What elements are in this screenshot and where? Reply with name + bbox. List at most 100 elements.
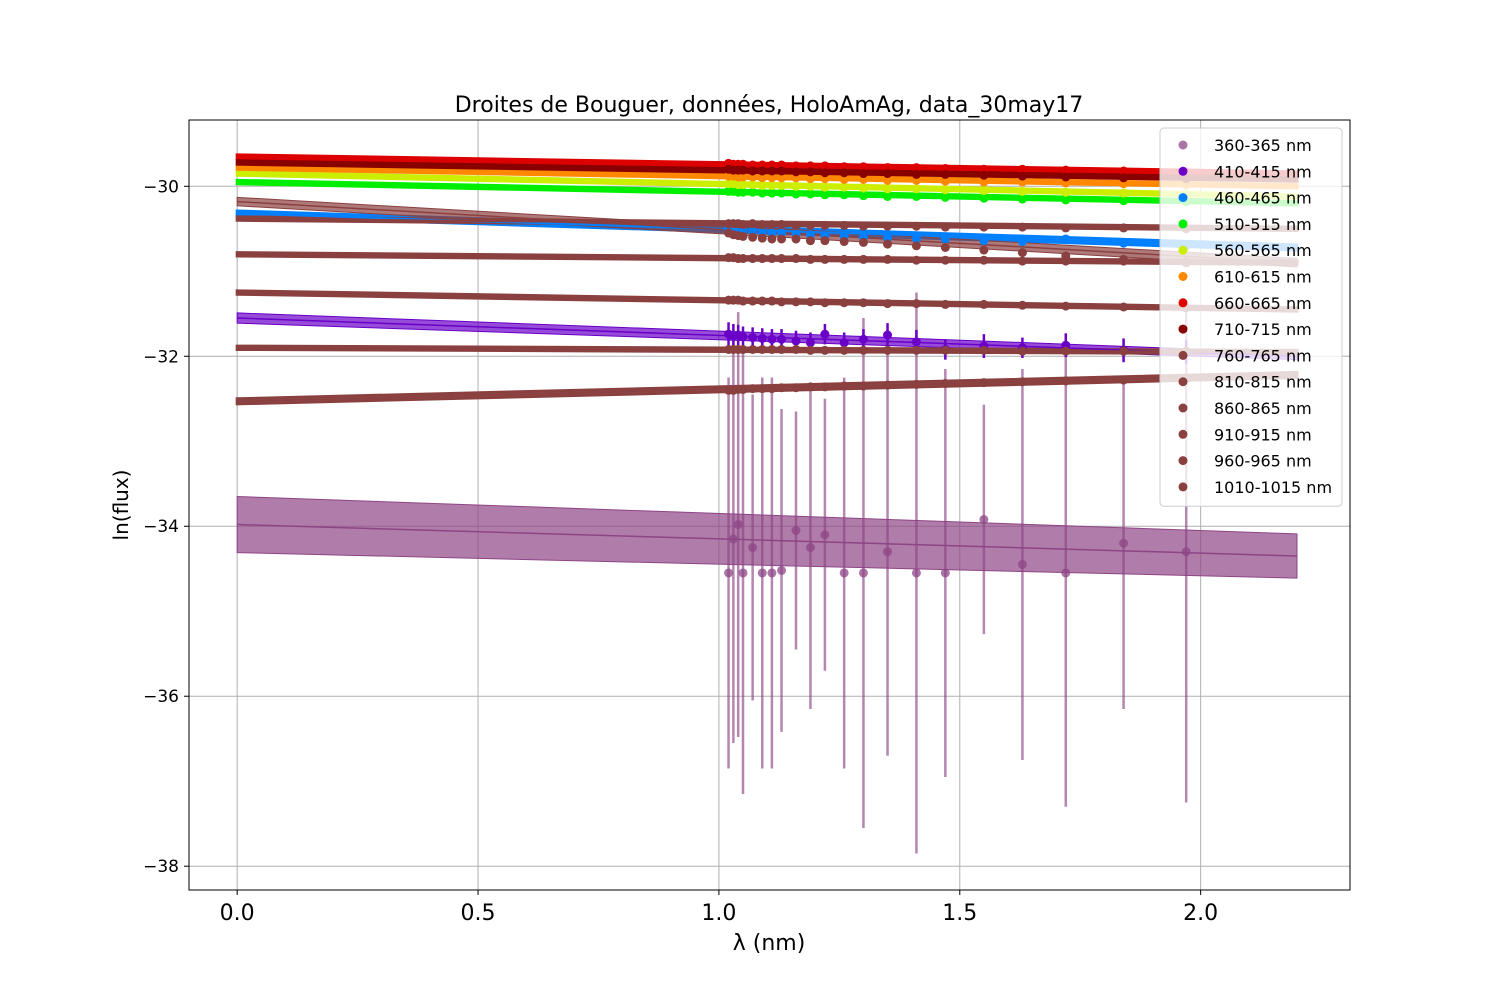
data-point xyxy=(1119,188,1129,198)
data-point xyxy=(738,344,748,354)
legend-label: 810-815 nm xyxy=(1214,373,1312,392)
data-point xyxy=(839,168,849,178)
legend-label: 410-415 nm xyxy=(1214,162,1312,181)
y-tick-label: −30 xyxy=(143,177,179,197)
data-point xyxy=(724,568,734,578)
data-point xyxy=(791,383,801,393)
data-point xyxy=(777,234,787,244)
data-point xyxy=(791,220,801,230)
y-axis-label: ln(flux) xyxy=(109,470,133,541)
data-point xyxy=(777,383,787,393)
data-point xyxy=(748,187,758,197)
data-point xyxy=(839,220,849,230)
data-point xyxy=(979,177,989,187)
data-point xyxy=(767,334,777,344)
data-point xyxy=(858,568,868,578)
y-tick-label: −34 xyxy=(143,517,179,537)
data-point xyxy=(738,231,748,241)
data-point xyxy=(805,236,815,246)
data-point xyxy=(940,242,950,252)
data-point xyxy=(767,254,777,264)
data-point xyxy=(839,568,849,578)
data-point xyxy=(791,297,801,307)
data-point xyxy=(805,167,815,177)
plot-area-frame xyxy=(188,119,1351,891)
data-point xyxy=(858,183,868,193)
data-point xyxy=(820,530,830,540)
fit-line xyxy=(237,291,1298,311)
data-point xyxy=(1017,248,1027,258)
data-point xyxy=(791,181,801,191)
data-point xyxy=(1017,237,1027,247)
legend-label: 560-565 nm xyxy=(1214,241,1312,260)
data-point xyxy=(767,568,777,578)
data-point xyxy=(791,525,801,535)
fit-band xyxy=(236,495,1298,579)
legend-marker xyxy=(1178,324,1188,334)
data-point xyxy=(883,239,893,249)
data-point xyxy=(940,234,950,244)
data-point xyxy=(979,222,989,232)
data-point xyxy=(757,188,767,198)
data-point xyxy=(820,254,830,264)
legend-marker xyxy=(1178,456,1188,466)
data-point xyxy=(748,180,758,190)
legend-marker xyxy=(1178,140,1188,150)
y-tick-label: −32 xyxy=(143,347,179,367)
legend: 360-365 nm 410-415 nm 460-465 nm 510-515 nm… xyxy=(1159,127,1343,507)
data-point xyxy=(940,169,950,179)
data-point xyxy=(979,170,989,180)
data-point xyxy=(883,330,893,340)
data-point xyxy=(883,299,893,309)
data-point xyxy=(777,220,787,230)
data-point xyxy=(883,184,893,194)
data-point xyxy=(738,332,748,342)
data-point xyxy=(791,336,801,346)
legend-label: 660-665 nm xyxy=(1214,294,1312,313)
data-point xyxy=(883,254,893,264)
legend-label: 760-765 nm xyxy=(1214,346,1312,365)
data-point xyxy=(791,189,801,199)
data-point xyxy=(883,169,893,179)
data-point xyxy=(757,344,767,354)
data-point xyxy=(757,166,767,176)
data-point xyxy=(791,167,801,177)
data-point xyxy=(757,254,767,264)
data-point xyxy=(748,296,758,306)
data-point xyxy=(839,254,849,264)
data-point xyxy=(820,345,830,355)
data-point xyxy=(911,379,921,389)
y-tick-label: −38 xyxy=(143,857,179,877)
data-point xyxy=(748,254,758,264)
data-point xyxy=(767,180,777,190)
data-point xyxy=(858,254,868,264)
data-point xyxy=(757,333,767,343)
data-point xyxy=(883,345,893,355)
data-point xyxy=(1119,223,1129,233)
legend-label: 360-365 nm xyxy=(1214,136,1312,155)
data-point xyxy=(820,236,830,246)
data-point xyxy=(858,221,868,231)
data-point xyxy=(748,542,758,552)
data-point xyxy=(820,298,830,308)
data-point xyxy=(805,338,815,348)
data-point xyxy=(820,382,830,392)
data-point xyxy=(911,337,921,347)
data-point xyxy=(883,175,893,185)
data-point xyxy=(1017,222,1027,232)
data-point xyxy=(757,173,767,183)
data-point xyxy=(777,297,787,307)
data-point xyxy=(858,381,868,391)
data-point xyxy=(911,169,921,179)
data-point xyxy=(911,184,921,194)
fit-line xyxy=(237,212,1298,249)
data-point xyxy=(805,345,815,355)
data-point xyxy=(979,245,989,255)
data-point xyxy=(1061,172,1071,182)
data-point xyxy=(839,381,849,391)
legend-label: 910-915 nm xyxy=(1214,425,1312,444)
data-point xyxy=(738,180,748,190)
data-point xyxy=(858,334,868,344)
data-point xyxy=(805,220,815,230)
